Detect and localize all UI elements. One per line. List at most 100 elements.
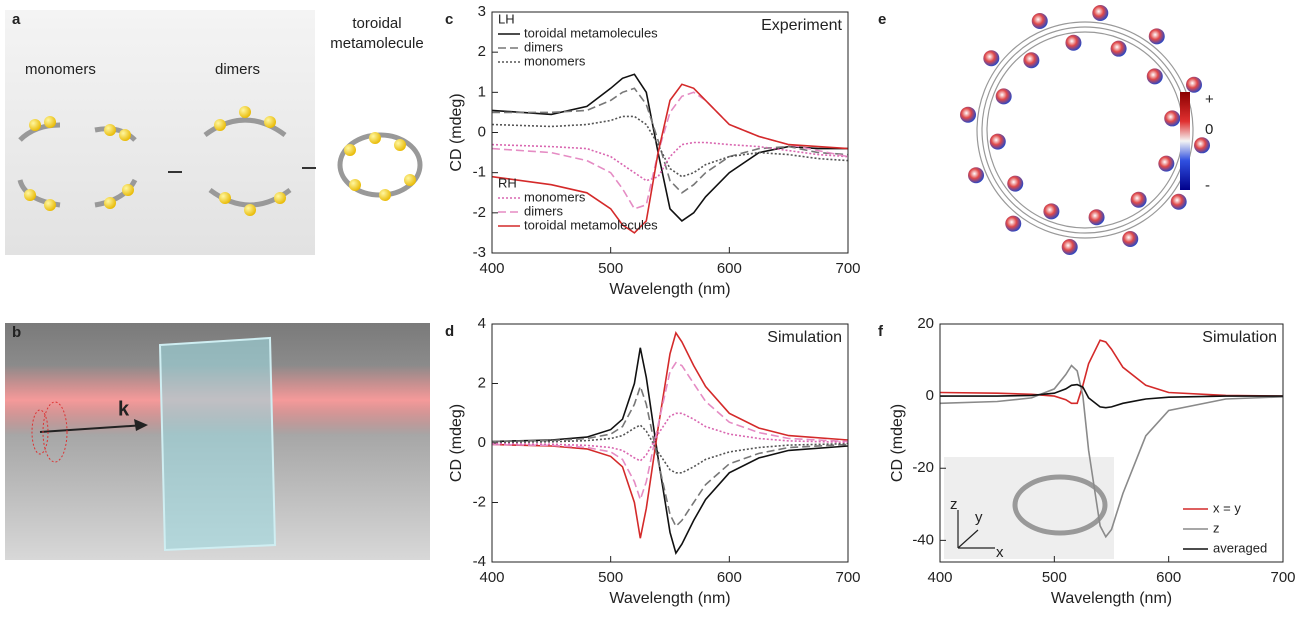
legend-header: LH — [498, 11, 515, 26]
colorbar — [1180, 92, 1190, 190]
sphere — [1065, 35, 1081, 51]
k-label: k — [118, 398, 130, 420]
panel-label: a — [12, 11, 21, 28]
x-tick-label: 600 — [1156, 569, 1181, 586]
dipole-spheres — [960, 5, 1210, 255]
caption: metamolecule — [330, 35, 423, 52]
colorbar-label: + — [1205, 91, 1214, 108]
y-tick-label: -40 — [912, 531, 934, 548]
inset-axis-label: y — [975, 509, 983, 526]
x-axis-label: Wavelength (nm) — [1051, 590, 1172, 607]
sphere — [1023, 52, 1039, 68]
sphere — [1111, 41, 1127, 57]
x-tick-label: 500 — [1042, 569, 1067, 586]
colorbar-label: 0 — [1205, 121, 1213, 138]
sphere — [1147, 68, 1163, 84]
sphere — [983, 50, 999, 66]
x-tick-label: 600 — [717, 260, 742, 277]
y-tick-label: 20 — [917, 315, 934, 332]
sphere — [1171, 194, 1187, 210]
panel-label: e — [878, 11, 886, 28]
series-line — [492, 348, 848, 553]
sphere — [968, 167, 984, 183]
y-tick-label: 2 — [478, 43, 486, 60]
y-tick-label: -2 — [473, 493, 486, 510]
sphere — [1005, 216, 1021, 232]
y-tick-label: 0 — [478, 434, 486, 451]
caption: toroidal — [352, 15, 401, 32]
series-line — [940, 340, 1283, 403]
sphere — [996, 88, 1012, 104]
legend-label: dimers — [524, 203, 564, 218]
panel-label: f — [878, 323, 884, 340]
x-tick-label: 700 — [1270, 569, 1295, 586]
sphere — [1194, 137, 1210, 153]
x-tick-label: 400 — [479, 260, 504, 277]
y-tick-label: 0 — [478, 123, 486, 140]
sphere — [1032, 13, 1048, 29]
legend-label: monomers — [524, 53, 586, 68]
y-tick-label: -4 — [473, 553, 486, 570]
sphere — [1149, 28, 1165, 44]
sphere — [1122, 231, 1138, 247]
x-axis-label: Wavelength (nm) — [609, 590, 730, 607]
sphere — [1131, 192, 1147, 208]
sphere — [1164, 110, 1180, 126]
y-tick-label: 4 — [478, 315, 486, 332]
panel-label: b — [12, 324, 21, 341]
caption: monomers — [25, 61, 96, 78]
x-tick-label: 500 — [598, 569, 623, 586]
sphere — [1089, 209, 1105, 225]
legend-label: toroidal metamolecules — [524, 217, 658, 232]
legend-label: averaged — [1213, 540, 1267, 555]
y-tick-label: 2 — [478, 374, 486, 391]
x-tick-label: 500 — [598, 260, 623, 277]
y-axis-label: CD (mdeg) — [889, 404, 906, 482]
panel-label: c — [445, 11, 453, 28]
sphere — [960, 107, 976, 123]
y-tick-label: -2 — [473, 204, 486, 221]
cuvette — [160, 338, 275, 550]
plot-frame — [492, 324, 848, 562]
x-tick-label: 700 — [835, 569, 860, 586]
legend-label: dimers — [524, 39, 564, 54]
inset-image — [944, 457, 1114, 559]
annotation: Experiment — [761, 17, 842, 34]
caption: dimers — [215, 61, 260, 78]
x-tick-label: 700 — [835, 260, 860, 277]
annotation: Simulation — [1202, 329, 1277, 346]
y-axis-label: CD (mdeg) — [448, 404, 465, 482]
series-line — [492, 333, 848, 538]
y-axis-label: CD (mdeg) — [448, 93, 465, 171]
sphere-ring — [977, 22, 1193, 238]
series-line — [492, 363, 848, 500]
legend-label: z — [1213, 520, 1220, 535]
x-tick-label: 400 — [927, 569, 952, 586]
sphere — [990, 134, 1006, 150]
x-axis-label: Wavelength (nm) — [609, 281, 730, 298]
series-line — [492, 425, 848, 473]
y-tick-label: 0 — [926, 387, 934, 404]
y-tick-label: 1 — [478, 83, 486, 100]
sphere — [1007, 176, 1023, 192]
panel-a-bg — [5, 10, 315, 255]
series-line — [940, 385, 1283, 408]
legend-header: RH — [498, 175, 517, 190]
sphere — [1186, 77, 1202, 93]
legend-label: x = y — [1213, 500, 1241, 515]
y-tick-label: 3 — [478, 3, 486, 20]
inset-axis-label: x — [996, 544, 1004, 561]
series-line — [492, 387, 848, 527]
sphere — [1158, 156, 1174, 172]
legend-label: toroidal metamolecules — [524, 25, 658, 40]
colorbar-label: - — [1205, 177, 1210, 194]
y-tick-label: -3 — [473, 244, 486, 261]
panel-label: d — [445, 323, 454, 340]
x-tick-label: 600 — [717, 569, 742, 586]
inset-axis-label: z — [950, 496, 958, 513]
sphere — [1043, 203, 1059, 219]
annotation: Simulation — [767, 329, 842, 346]
y-tick-label: -20 — [912, 459, 934, 476]
